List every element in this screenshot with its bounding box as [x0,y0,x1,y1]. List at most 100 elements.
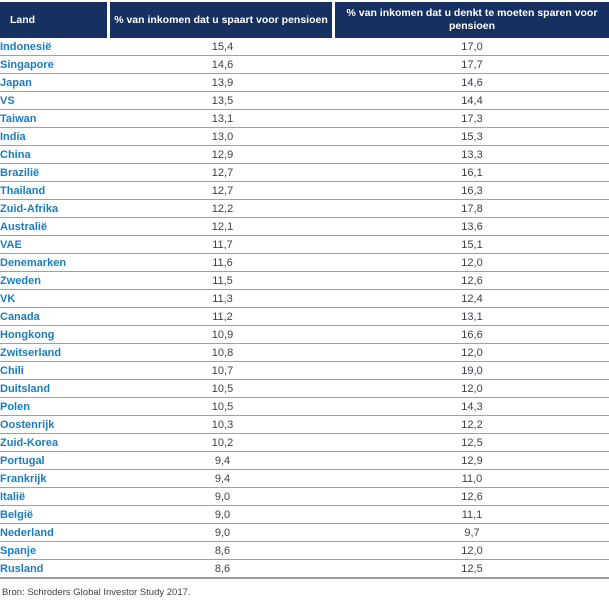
country-cell: Italië [0,487,110,506]
country-cell: Japan [0,73,110,92]
value-cell: 19,0 [335,361,609,380]
value-cell: 10,2 [110,433,335,452]
value-cell: 17,0 [335,38,609,56]
value-cell: 12,2 [110,199,335,218]
value-cell: 11,7 [110,235,335,254]
value-cell: 9,4 [110,451,335,470]
table-row: Taiwan 13,1 17,3 [0,109,609,128]
value-cell: 15,3 [335,127,609,146]
table-row: Zuid-Afrika 12,2 17,8 [0,199,609,218]
value-cell: 9,4 [110,469,335,488]
table-row: Oostenrijk 10,3 12,2 [0,415,609,434]
value-cell: 11,3 [110,289,335,308]
value-cell: 9,0 [110,505,335,524]
value-cell: 8,6 [110,559,335,579]
value-cell: 13,6 [335,217,609,236]
country-cell: Zuid-Afrika [0,199,110,218]
table-row: Australië 12,1 13,6 [0,217,609,236]
value-cell: 13,9 [110,73,335,92]
value-cell: 16,6 [335,325,609,344]
value-cell: 14,4 [335,91,609,110]
country-cell: Polen [0,397,110,416]
value-cell: 14,6 [335,73,609,92]
table-row: Frankrijk 9,4 11,0 [0,469,609,488]
table-row: Zwitserland 10,8 12,0 [0,343,609,362]
country-cell: Indonesië [0,38,110,56]
value-cell: 12,7 [110,181,335,200]
value-cell: 10,9 [110,325,335,344]
value-cell: 16,3 [335,181,609,200]
country-cell: Nederland [0,523,110,542]
table-row: Rusland 8,6 12,5 [0,559,609,579]
country-cell: Oostenrijk [0,415,110,434]
country-cell: Spanje [0,541,110,560]
source-note: Bron: Schroders Global Investor Study 20… [2,587,191,598]
table-row: Chili 10,7 19,0 [0,361,609,380]
country-cell: Taiwan [0,109,110,128]
value-cell: 10,8 [110,343,335,362]
country-cell: China [0,145,110,164]
value-cell: 13,1 [110,109,335,128]
value-cell: 12,0 [335,379,609,398]
table-row: Duitsland 10,5 12,0 [0,379,609,398]
country-cell: Zweden [0,271,110,290]
value-cell: 15,1 [335,235,609,254]
value-cell: 13,0 [110,127,335,146]
country-cell: Portugal [0,451,110,470]
value-cell: 11,6 [110,253,335,272]
value-cell: 11,5 [110,271,335,290]
value-cell: 9,7 [335,523,609,542]
table-row: Denemarken 11,6 12,0 [0,253,609,272]
value-cell: 13,5 [110,91,335,110]
table-row: Portugal 9,4 12,9 [0,451,609,470]
value-cell: 10,7 [110,361,335,380]
value-cell: 17,3 [335,109,609,128]
value-cell: 12,0 [335,343,609,362]
country-cell: Duitsland [0,379,110,398]
value-cell: 8,6 [110,541,335,560]
country-cell: VAE [0,235,110,254]
table-row: Zuid-Korea 10,2 12,5 [0,433,609,452]
value-cell: 12,0 [335,541,609,560]
value-cell: 12,9 [335,451,609,470]
table-row: Hongkong 10,9 16,6 [0,325,609,344]
country-cell: Chili [0,361,110,380]
value-cell: 10,3 [110,415,335,434]
country-cell: Canada [0,307,110,326]
table-row: Brazilië 12,7 16,1 [0,163,609,182]
country-cell: Frankrijk [0,469,110,488]
column-header-saves-percent: % van inkomen dat u spaart voor pensioen [110,2,332,38]
table-row: Thailand 12,7 16,3 [0,181,609,200]
value-cell: 12,9 [110,145,335,164]
value-cell: 9,0 [110,487,335,506]
value-cell: 10,5 [110,397,335,416]
country-cell: Zuid-Korea [0,433,110,452]
table-row: Zweden 11,5 12,6 [0,271,609,290]
table-row: VS 13,5 14,4 [0,91,609,110]
table-row: Canada 11,2 13,1 [0,307,609,326]
value-cell: 12,7 [110,163,335,182]
value-cell: 11,0 [335,469,609,488]
value-cell: 13,1 [335,307,609,326]
table-row: België 9,0 11,1 [0,505,609,524]
country-cell: Australië [0,217,110,236]
country-cell: Rusland [0,559,110,579]
column-header-land: Land [0,2,107,38]
value-cell: 15,4 [110,38,335,56]
country-cell: Hongkong [0,325,110,344]
value-cell: 12,2 [335,415,609,434]
value-cell: 12,5 [335,433,609,452]
table-row: Spanje 8,6 12,0 [0,541,609,560]
value-cell: 11,1 [335,505,609,524]
value-cell: 12,6 [335,487,609,506]
column-header-should-save-percent: % van inkomen dat u denkt te moeten spar… [335,2,609,38]
table-row: Nederland 9,0 9,7 [0,523,609,542]
country-cell: Singapore [0,55,110,74]
value-cell: 12,6 [335,271,609,290]
value-cell: 13,3 [335,145,609,164]
value-cell: 10,5 [110,379,335,398]
table-row: Singapore 14,6 17,7 [0,55,609,74]
value-cell: 14,3 [335,397,609,416]
table-row: VAE 11,7 15,1 [0,235,609,254]
